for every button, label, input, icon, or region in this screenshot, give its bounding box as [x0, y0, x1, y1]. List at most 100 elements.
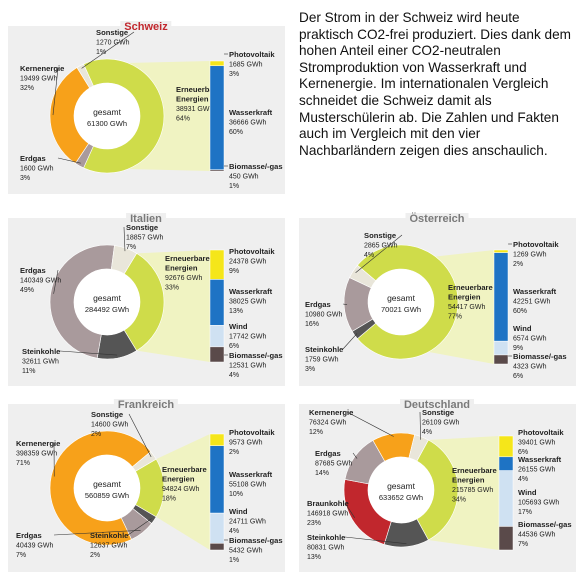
label-oesterreich-erdgas-name: Erdgas	[305, 300, 331, 309]
label-oesterreich-sonst-value: 2865 GWh	[364, 243, 398, 250]
renew-label-deutschland-0-label: Photovoltaik 39401 GWh 6%	[518, 428, 564, 456]
renew-label-oesterreich-2-value: 6574 GWh	[513, 336, 547, 343]
label-frankreich-renew: Erneuerbare Energien 94824 GWh 18%	[162, 465, 207, 503]
label-deutschland-stein-pct: 13%	[307, 554, 321, 561]
label-frankreich-kern-name: Kernenergie	[16, 439, 60, 448]
chart-title-italien: Italien	[126, 213, 166, 226]
renew-label-deutschland-0-name: Photovoltaik	[518, 428, 564, 437]
leader-deutschland-stein	[344, 536, 407, 545]
renew-label-oesterreich-0-value: 1269 GWh	[513, 252, 547, 259]
renew-label-frankreich-2-value: 24711 GWh	[229, 519, 266, 526]
center-total-schweiz: 61300 GWh	[87, 119, 127, 128]
label-frankreich-erdgas-name: Erdgas	[16, 531, 42, 540]
label-schweiz-sonst-name: Sonstige	[96, 28, 128, 37]
leader-italien-erdgas	[53, 269, 59, 294]
donut-hole-schweiz	[74, 83, 140, 149]
renew-label-italien-3-label: Biomasse/-gas 12531 GWh 4%	[229, 351, 283, 379]
renew-label-frankreich-0-value: 9573 GWh	[229, 440, 263, 447]
label-deutschland-renew: Erneuerbare Energien 215785 GWh 34%	[452, 466, 497, 504]
label-deutschland-sonst-name: Sonstige	[422, 408, 454, 417]
renew-pct: 77%	[448, 314, 462, 321]
leader-italien-sonst	[123, 226, 126, 252]
label-italien-sonst-pct: 7%	[126, 244, 136, 251]
label-deutschland-sonst-pct: 4%	[422, 429, 432, 436]
renew-label-schweiz-2-label: Biomasse/-gas 450 GWh 1%	[229, 162, 283, 190]
label-schweiz-kern-name: Kernenergie	[20, 64, 64, 73]
leader-oesterreich-erdgas	[342, 303, 348, 305]
renew-label-oesterreich-1-name: Wasserkraft	[513, 287, 557, 296]
label-italien-sonst-name: Sonstige	[126, 223, 158, 232]
renew-label-italien-3-value: 12531 GWh	[229, 363, 266, 370]
label-frankreich-sonst-pct: 2%	[91, 431, 101, 438]
center-label: gesamt	[387, 481, 416, 491]
label-italien-erdgas-label: Erdgas 140349 GWh 49%	[20, 266, 61, 294]
renew-label-frankreich-1-name: Wasserkraft	[229, 470, 273, 479]
center-label: gesamt	[93, 479, 122, 489]
leader-schweiz-sonst	[81, 31, 135, 69]
renew-label-frankreich-1-value: 55108 GWh	[229, 482, 266, 489]
renew-value: 94824 GWh	[162, 486, 199, 493]
donut-hole-deutschland	[368, 457, 434, 523]
renew-label-oesterreich-2-name: Wind	[513, 324, 532, 333]
chart-title-frankreich: Frankreich	[113, 399, 179, 412]
label-oesterreich-erdgas-label: Erdgas 10980 GWh 16%	[305, 300, 342, 328]
label-oesterreich-renew: Erneuerbare Energien 54417 GWh 77%	[448, 283, 493, 321]
label-italien-stein-label: Steinkohle 32611 GWh 11%	[22, 347, 60, 375]
bar-segment-oesterreich-0	[493, 249, 509, 253]
label-deutschland-kern-value: 76324 GWh	[309, 420, 346, 427]
renew-label-italien-0-value: 24378 GWh	[229, 259, 266, 266]
leader-italien-stein	[59, 350, 118, 356]
label-schweiz-kern-value: 19499 GWh	[20, 76, 57, 83]
bar-segment-italien-2	[209, 325, 225, 348]
label-frankreich-erdgas-value: 40439 GWh	[16, 543, 53, 550]
renew-label-schweiz-1-pct: 60%	[229, 129, 243, 136]
renew-label-oesterreich-3-pct: 6%	[513, 373, 523, 380]
renew-label-frankreich-2-pct: 4%	[229, 528, 239, 535]
leader-deutschland-sonst	[419, 411, 421, 440]
wedge-frankreich	[156, 434, 210, 550]
bar-segment-oesterreich-1	[493, 252, 509, 342]
label-deutschland-kern-name: Kernenergie	[309, 408, 353, 417]
leader-frankreich-stein	[127, 518, 152, 536]
renew-label-schweiz-2-name: Biomasse/-gas	[229, 162, 283, 171]
renew-label-frankreich-2-label: Wind 24711 GWh 4%	[229, 507, 266, 535]
label-oesterreich-erdgas-value: 10980 GWh	[305, 312, 342, 319]
label-schweiz-erdgas-pct: 3%	[20, 175, 30, 182]
label-oesterreich-erdgas-pct: 16%	[305, 321, 319, 328]
label-frankreich-kern-value: 398359 GWh	[16, 451, 57, 458]
renew-pct: 33%	[165, 285, 179, 292]
label-italien-sonst-value: 18857 GWh	[126, 235, 163, 242]
renew-label-deutschland-1-name: Wasserkraft	[518, 455, 562, 464]
leader-deutschland-braun	[344, 502, 355, 519]
bar-segment-frankreich-1	[209, 445, 225, 514]
chart-title-oesterreich: Österreich	[405, 213, 469, 226]
renew-label-deutschland-0-pct: 6%	[518, 449, 528, 456]
renew-label-oesterreich-0-name: Photovoltaik	[513, 240, 559, 249]
chart-deutschland: gesamt 633652 GWh Erneuerbare Energien 21578…	[307, 408, 572, 561]
bar-segment-italien-3	[209, 346, 225, 363]
label-frankreich-erdgas-label: Erdgas 40439 GWh 7%	[16, 531, 53, 559]
panel-italien: Italien gesamt 284492 GWh Erneuerbare Energi…	[8, 213, 285, 386]
renew-label-schweiz-0-name: Photovoltaik	[229, 50, 275, 59]
renew-name: Erneuerbare Energien	[448, 283, 493, 302]
renew-label-deutschland-3-pct: 7%	[518, 541, 528, 548]
bar-segment-deutschland-3	[498, 526, 514, 551]
renew-pct: 34%	[452, 497, 466, 504]
donut-hole-italien	[74, 269, 140, 335]
renew-label-oesterreich-3-value: 4323 GWh	[513, 364, 547, 371]
label-deutschland-erdgas-name: Erdgas	[315, 449, 341, 458]
label-italien-erdgas-pct: 49%	[20, 287, 34, 294]
center-label: gesamt	[93, 293, 122, 303]
bar-segment-schweiz-2	[209, 169, 225, 172]
label-frankreich-stein-value: 12637 GWh	[90, 543, 127, 550]
label-schweiz-sonst-label: Sonstige 1270 GWh 1%	[96, 28, 130, 56]
renew-label-deutschland-3-value: 44536 GWh	[518, 532, 555, 539]
intro-text: Der Strom in der Schweiz wird heute prak…	[299, 10, 571, 158]
bar-segment-frankreich-3	[209, 543, 225, 551]
bar-segment-deutschland-0	[498, 435, 514, 458]
panel-frankreich: Frankreich gesamt 560859 GWh Erneuerbare Ene…	[8, 399, 285, 572]
leader-deutschland-erdgas	[352, 452, 358, 459]
renew-label-deutschland-2-name: Wind	[518, 488, 537, 497]
renew-pct: 18%	[162, 496, 176, 503]
renew-label-frankreich-0-pct: 2%	[229, 449, 239, 456]
